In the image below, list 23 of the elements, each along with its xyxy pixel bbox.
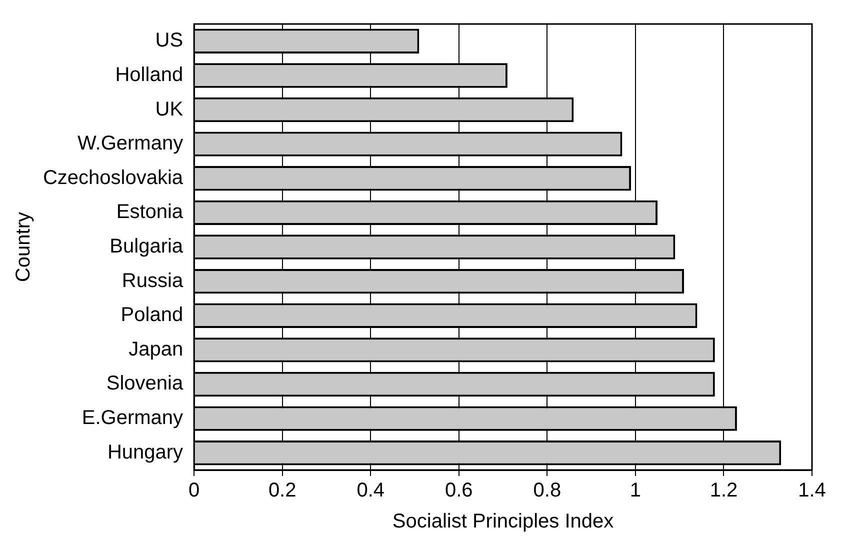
y-tick-label: UK (155, 98, 184, 120)
x-axis-title: Socialist Principles Index (392, 510, 614, 533)
x-tick-label: 0.6 (444, 480, 473, 502)
x-tick-label: 0.8 (533, 480, 562, 502)
y-tick-label: Holland (115, 64, 184, 86)
y-tick-label: Poland (120, 304, 184, 326)
x-tick-label: 1.4 (798, 480, 826, 502)
y-axis-title: Country (12, 212, 35, 282)
y-tick-label: E.Germany (82, 407, 184, 430)
y-tick-label: Russia (122, 270, 184, 292)
y-tick-label: Hungary (107, 441, 184, 464)
y-tick-label: Bulgaria (110, 236, 184, 258)
y-tick-label: Slovenia (106, 372, 184, 395)
y-tick-label: Estonia (116, 201, 184, 224)
x-tick-label: 0.2 (268, 480, 296, 502)
y-tick-label: US (155, 30, 184, 52)
y-tick-label: W.Germany (77, 132, 184, 155)
x-tick-label: 0 (188, 480, 200, 502)
x-tick-label: 1 (630, 480, 642, 502)
y-tick-label: Japan (128, 338, 184, 360)
x-tick-label: 1.2 (710, 480, 738, 502)
x-tick-label: 0.4 (356, 480, 385, 502)
y-tick-label: Czechoslovakia (42, 166, 184, 189)
